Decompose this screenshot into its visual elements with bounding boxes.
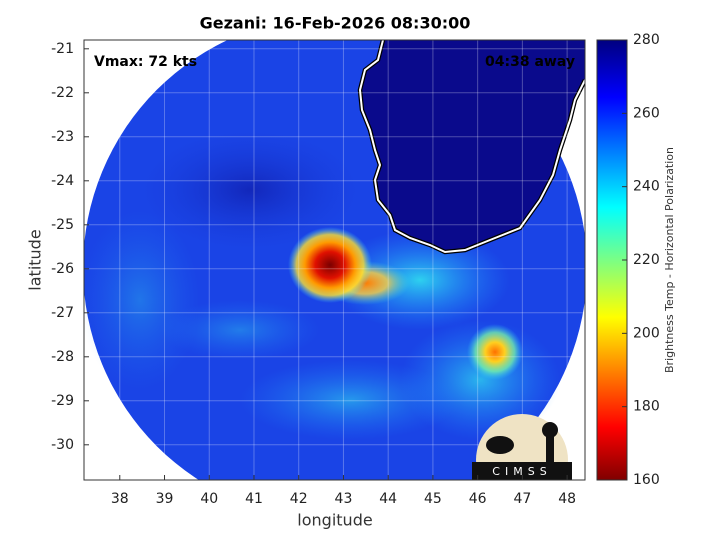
y-tick-label: -27 bbox=[51, 305, 74, 321]
x-tick-label: 47 bbox=[513, 491, 531, 507]
y-tick-label: -22 bbox=[51, 85, 74, 101]
x-tick-label: 41 bbox=[245, 491, 263, 507]
colorbar-tick-label: 220 bbox=[633, 252, 660, 268]
colorbar-tick-label: 200 bbox=[633, 325, 660, 341]
y-tick-label: -24 bbox=[51, 173, 74, 189]
x-tick-label: 43 bbox=[335, 491, 353, 507]
x-tick-label: 40 bbox=[200, 491, 218, 507]
x-tick-label: 42 bbox=[290, 491, 308, 507]
y-tick-label: -30 bbox=[51, 437, 74, 453]
colorbar-tick-label: 160 bbox=[633, 472, 660, 488]
annotation: 04:38 away bbox=[485, 54, 575, 70]
colorbar-tick-label: 260 bbox=[633, 105, 660, 121]
x-tick-label: 44 bbox=[379, 491, 397, 507]
y-tick-label: -26 bbox=[51, 261, 74, 277]
x-tick-label: 45 bbox=[424, 491, 442, 507]
y-tick-label: -29 bbox=[51, 393, 74, 409]
colorbar-tick-label: 240 bbox=[633, 179, 660, 195]
image-field: CIMSS bbox=[84, 40, 585, 480]
y-tick-label: -25 bbox=[51, 217, 74, 233]
annotation: Vmax: 72 kts bbox=[94, 54, 197, 70]
logo-text: CIMSS bbox=[492, 465, 551, 478]
chart-title: Gezani: 16-Feb-2026 08:30:00 bbox=[200, 14, 471, 33]
colorbar-label: Brightness Temp - Horizontal Polarizatio… bbox=[663, 147, 676, 373]
y-tick-label: -23 bbox=[51, 129, 74, 145]
x-axis-label: longitude bbox=[297, 511, 372, 530]
logo: CIMSS bbox=[472, 414, 572, 480]
x-tick-label: 39 bbox=[156, 491, 174, 507]
y-tick-label: -28 bbox=[51, 349, 74, 365]
y-tick-label: -21 bbox=[51, 41, 74, 57]
colorbar-tick-label: 280 bbox=[633, 32, 660, 48]
x-tick-label: 48 bbox=[558, 491, 576, 507]
y-axis-label: latitude bbox=[26, 229, 45, 290]
x-tick-label: 38 bbox=[111, 491, 129, 507]
colorbar-tick-label: 180 bbox=[633, 399, 660, 415]
x-tick-label: 46 bbox=[469, 491, 487, 507]
plot-frame bbox=[83, 39, 586, 481]
